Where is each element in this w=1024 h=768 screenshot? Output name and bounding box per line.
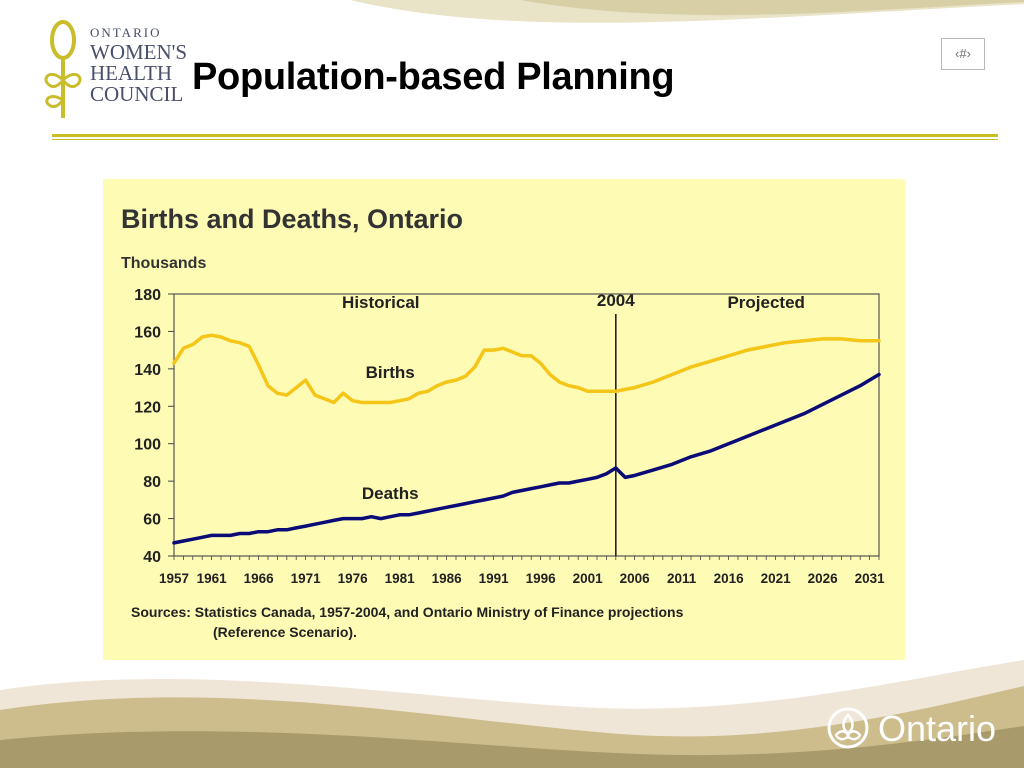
y-tick-label: 80 <box>143 474 161 491</box>
logo-line-health: HEALTH <box>90 61 173 85</box>
ontario-brand: Ontario <box>826 707 1006 749</box>
y-tick-label: 180 <box>134 287 161 304</box>
x-tick-label: 2031 <box>855 571 886 586</box>
x-tick-label: 2026 <box>808 571 839 586</box>
x-tick-label: 2006 <box>620 571 651 586</box>
births-series-line <box>172 333 881 405</box>
x-tick-label: 2001 <box>573 571 604 586</box>
y-tick-label: 60 <box>143 512 161 529</box>
slide-number-box: ‹#› <box>941 38 985 70</box>
x-tick-label: 1981 <box>385 571 416 586</box>
chart-title: Births and Deaths, Ontario <box>121 204 464 234</box>
y-tick-label: 160 <box>134 324 161 341</box>
births-deaths-chart: 40 60 80 100 120 140 160 180 1957 1961 1966 1971 197… <box>134 287 886 586</box>
title-rule-thin <box>52 139 998 140</box>
chart-panel: Births and Deaths, Ontario Thousands 40 6… <box>103 179 905 660</box>
projected-label: Projected <box>727 293 804 312</box>
logo-line-council: COUNCIL <box>90 82 184 106</box>
plot-frame <box>173 293 880 557</box>
x-tick-label: 1976 <box>338 571 369 586</box>
ontario-brand-text: Ontario <box>878 708 997 749</box>
x-tick-label: 1961 <box>197 571 228 586</box>
page-title: Population-based Planning <box>192 56 675 98</box>
y-tick-label: 140 <box>134 362 161 379</box>
x-tick-label: 1986 <box>432 571 463 586</box>
x-tick-label: 1966 <box>244 571 275 586</box>
x-tick-label: 2021 <box>761 571 792 586</box>
bottom-wave-decoration <box>0 660 1024 768</box>
x-tick-label: 1996 <box>526 571 557 586</box>
top-wave-decoration <box>350 0 1024 23</box>
x-tick-label: 2011 <box>667 571 697 586</box>
womens-health-council-logo: ONTARIO WOMEN'S HEALTH COUNCIL <box>38 18 188 128</box>
divider-year-label: 2004 <box>597 291 635 310</box>
trillium-logo-icon <box>827 707 869 749</box>
y-tick-label: 100 <box>134 437 161 454</box>
source-note-line1: Sources: Statistics Canada, 1957-2004, a… <box>131 604 684 620</box>
x-tick-label: 2016 <box>714 571 745 586</box>
x-tick-label: 1971 <box>291 571 322 586</box>
historical-label: Historical <box>342 293 419 312</box>
y-tick-label: 40 <box>143 549 161 566</box>
y-axis-label: Thousands <box>121 255 207 272</box>
y-tick-label: 120 <box>134 399 161 416</box>
x-tick-label: 1957 <box>159 571 189 586</box>
deaths-series-line <box>172 372 881 545</box>
logo-line-ontario: ONTARIO <box>90 25 162 40</box>
logo-line-womens: WOMEN'S <box>90 40 188 64</box>
title-rule <box>52 134 998 137</box>
births-label: Births <box>366 363 415 382</box>
x-tick-label: 1991 <box>479 571 510 586</box>
flower-logo-icon <box>44 20 82 118</box>
source-note-line2: (Reference Scenario). <box>213 624 357 640</box>
deaths-label: Deaths <box>362 484 419 503</box>
